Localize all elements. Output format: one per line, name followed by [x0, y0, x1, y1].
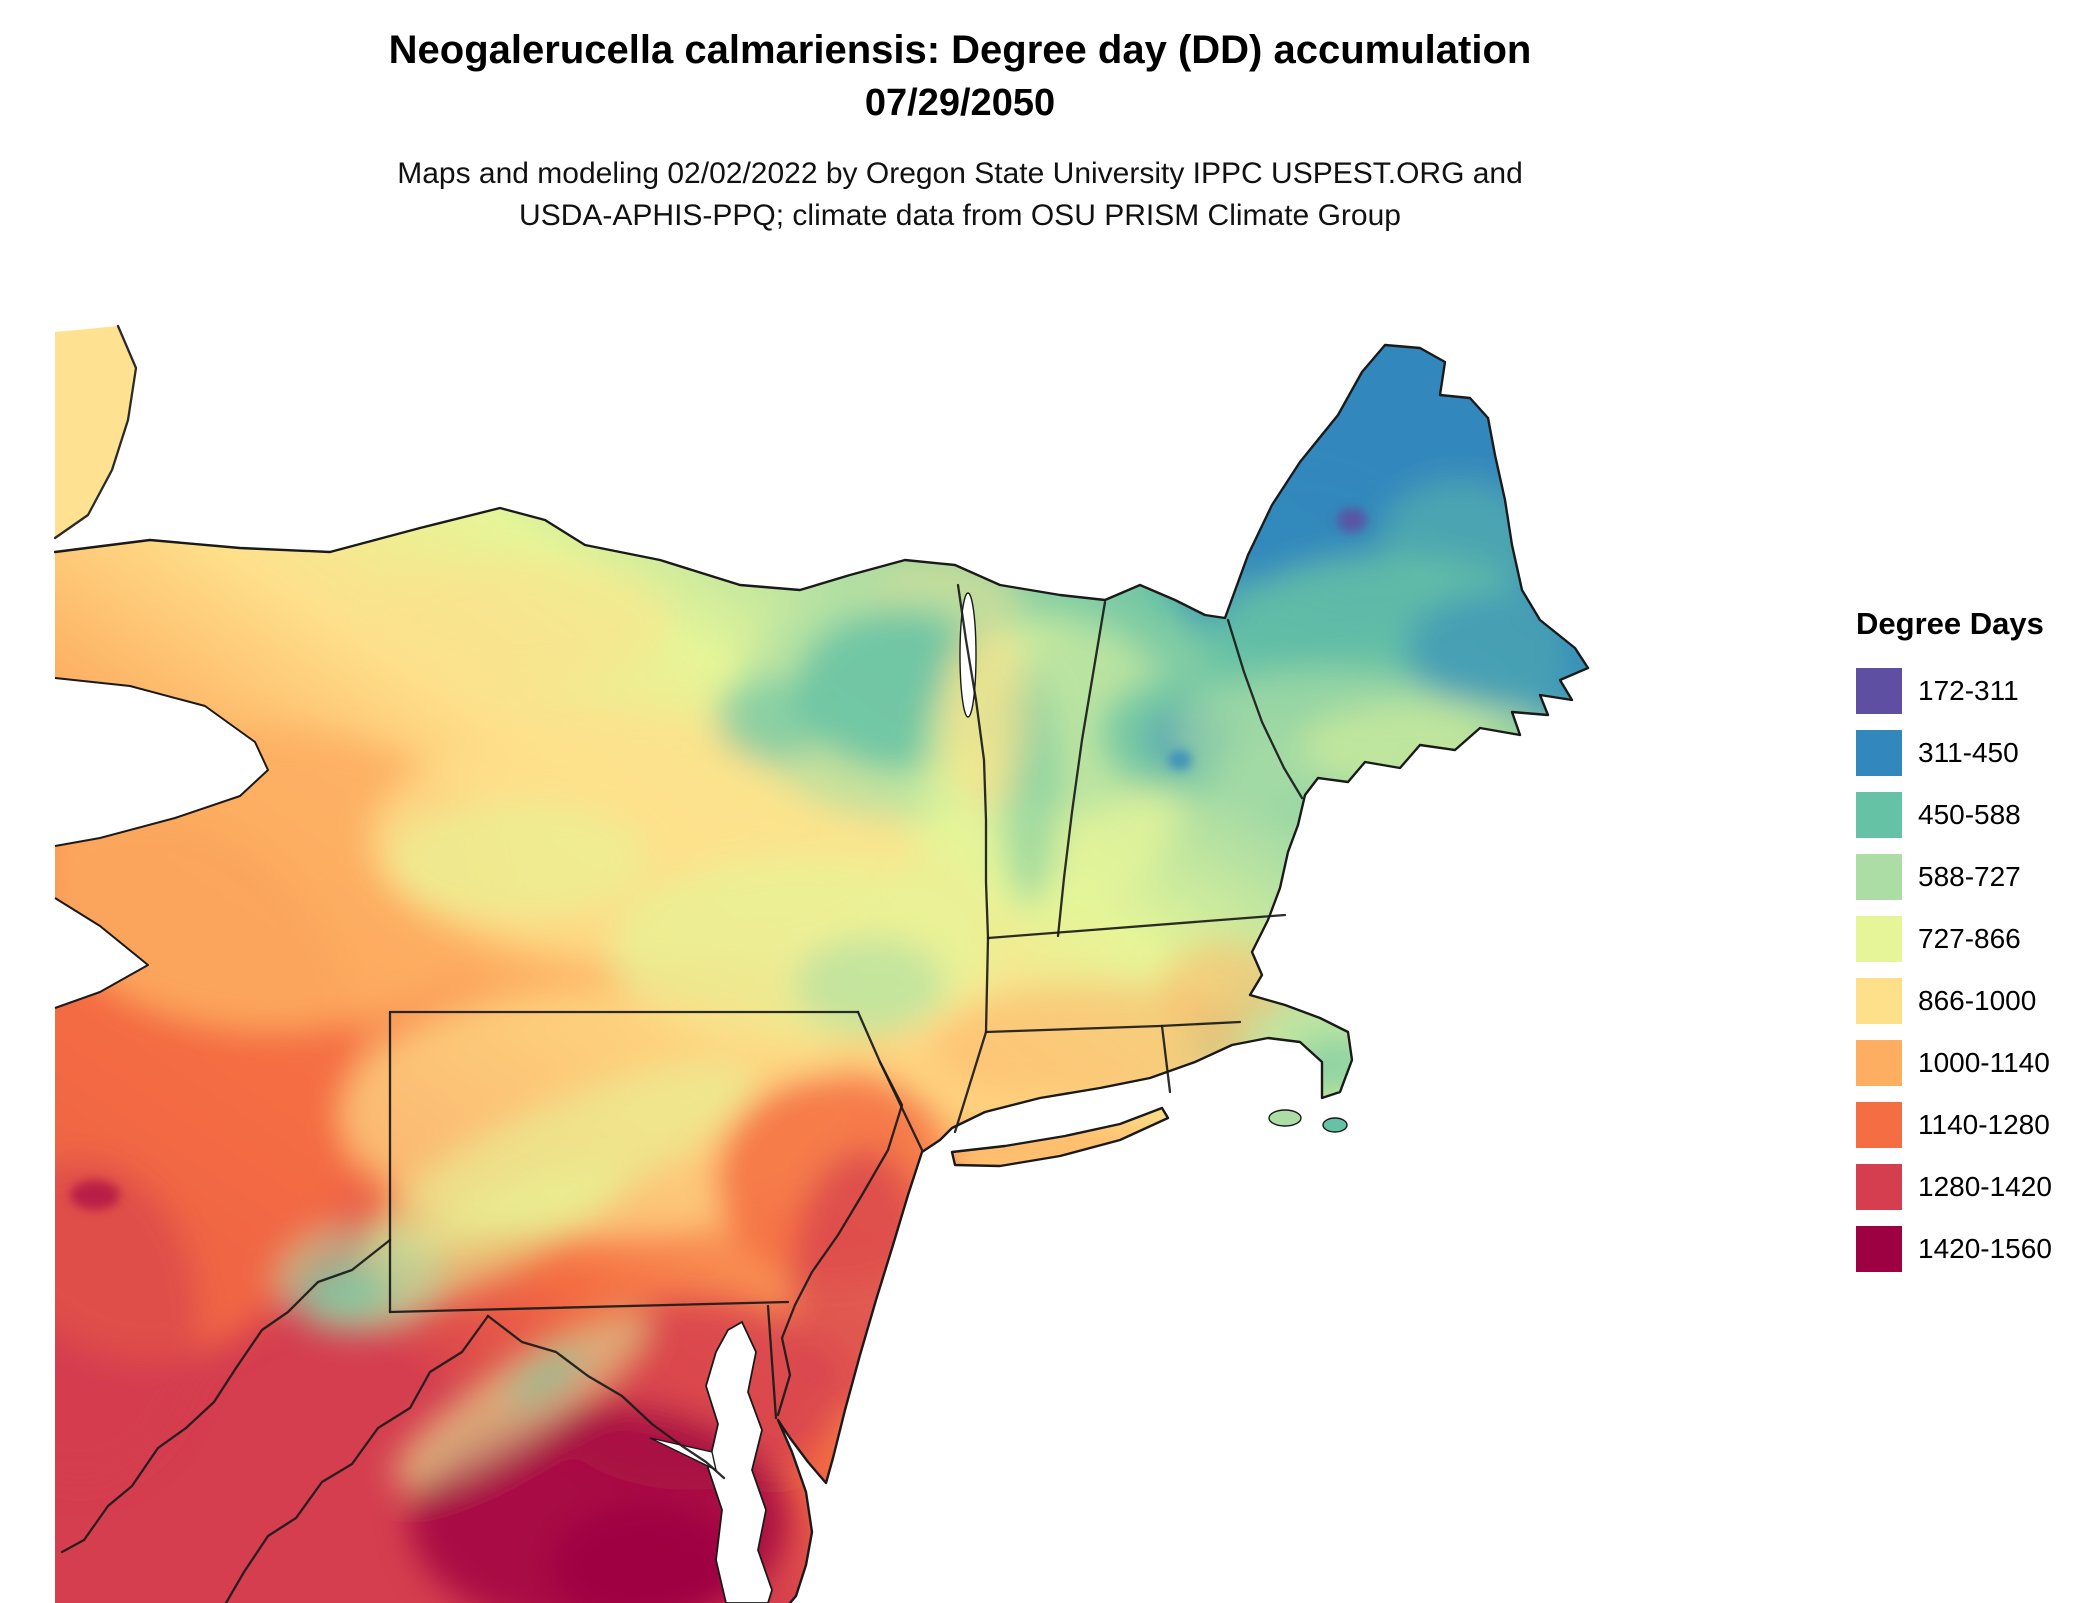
long-island-outline: [950, 1106, 1170, 1168]
legend-swatch: [1856, 792, 1902, 838]
legend-item: 1140-1280: [1856, 1102, 2100, 1148]
legend-title: Degree Days: [1856, 606, 2044, 641]
legend-swatch: [1856, 1164, 1902, 1210]
legend-label: 727-866: [1918, 923, 2021, 954]
degree-day-spot-details: [70, 508, 1367, 1210]
lake-erie-shore: [54, 897, 149, 1009]
legend-label: 866-1000: [1918, 985, 2037, 1016]
legend-item: 311-450: [1856, 730, 2100, 776]
legend: Degree Days 172-311 311-450 450-588 588-727…: [1856, 606, 2100, 1288]
legend-label: 1280-1420: [1918, 1171, 2052, 1202]
legend-label: 172-311: [1918, 675, 2019, 706]
state-borders: [60, 583, 1304, 1603]
legend-swatch: [1856, 1102, 1902, 1148]
legend-label: 450-588: [1918, 799, 2021, 830]
legend-item: 172-311: [1856, 668, 2100, 714]
legend-label: 1420-1560: [1918, 1233, 2052, 1264]
legend-swatch: [1856, 668, 1902, 714]
legend-label: 588-727: [1918, 861, 2021, 892]
legend-swatch: [1856, 730, 1902, 776]
legend-swatch: [1856, 1040, 1902, 1086]
legend-item: 727-866: [1856, 916, 2100, 962]
map-header: Neogalerucella calmariensis: Degree day …: [0, 26, 1920, 237]
landmass: [55, 345, 1588, 1603]
legend-swatch: [1856, 978, 1902, 1024]
nantucket-island: [1322, 1117, 1348, 1133]
legend-item: 450-588: [1856, 792, 2100, 838]
legend-items: 172-311 311-450 450-588 588-727 727-866 866-1…: [1856, 668, 2100, 1272]
map-title: Neogalerucella calmariensis: Degree day …: [388, 28, 1532, 72]
international-border: [53, 324, 138, 540]
lake-ontario-shore: [54, 677, 269, 847]
legend-item: 866-1000: [1856, 978, 2100, 1024]
legend-swatch: [1856, 916, 1902, 962]
legend-item: 1280-1420: [1856, 1164, 2100, 1210]
map-date: 07/29/2050: [864, 82, 1056, 124]
map-credits-line1: Maps and modeling 02/02/2022 by Oregon S…: [397, 157, 1523, 190]
map-credits: Maps and modeling 02/02/2022 by Oregon S…: [0, 153, 1920, 237]
legend-label: 1000-1140: [1918, 1047, 2050, 1078]
map-credits-line2: USDA-APHIS-PPQ; climate data from OSU PR…: [519, 199, 1401, 232]
coastline: [53, 343, 1590, 1603]
legend-item: 588-727: [1856, 854, 2100, 900]
legend-item: 1420-1560: [1856, 1226, 2100, 1272]
legend-label: 1140-1280: [1918, 1109, 2050, 1140]
lake-erie: [55, 898, 148, 1008]
marthas-vineyard-island: [1268, 1109, 1302, 1127]
canada-land-patch: [55, 326, 136, 538]
legend-item: 1000-1140: [1856, 1040, 2100, 1086]
legend-swatch: [1856, 1226, 1902, 1272]
legend-label: 311-450: [1918, 737, 2019, 768]
chesapeake-bay: [705, 1320, 773, 1603]
legend-swatch: [1856, 854, 1902, 900]
